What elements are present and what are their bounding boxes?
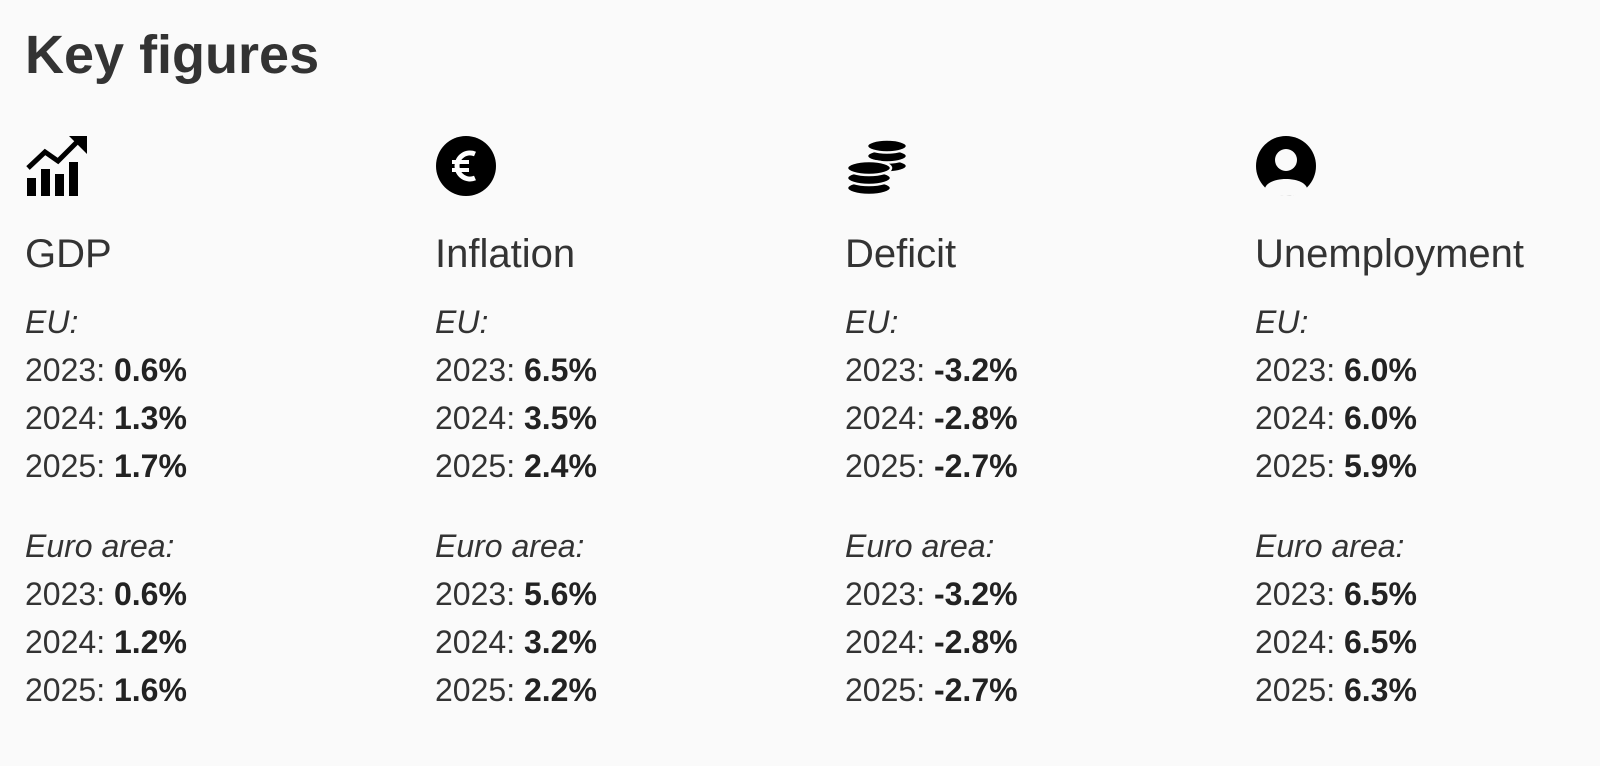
figure-row: 2023: -3.2% [845,346,1245,394]
row-value: 3.5% [523,400,597,436]
growth-chart-icon [25,134,89,198]
figure-row: 2024: 3.5% [435,394,835,442]
group-label: EU: [845,304,899,340]
group-label: Euro area: [25,528,175,564]
row-value: 5.9% [1343,448,1417,484]
row-value: 2.4% [523,448,597,484]
figure-row: 2025: -2.7% [845,666,1245,714]
figure-row: 2023: 0.6% [25,570,425,618]
euro-area-group: Euro area: 2023: -3.2% 2024: -2.8% 2025:… [845,522,1245,714]
row-year: 2025: [845,672,926,708]
figure-row: 2023: 6.5% [1255,570,1600,618]
page-title: Key figures [25,25,320,85]
row-year: 2023: [435,576,516,612]
row-year: 2023: [1255,576,1336,612]
figure-row: 2023: 6.0% [1255,346,1600,394]
row-year: 2023: [1255,352,1336,388]
figure-row: 2024: -2.8% [845,618,1245,666]
row-value: -2.7% [933,448,1018,484]
row-year: 2024: [435,624,516,660]
row-year: 2024: [845,400,926,436]
user-circle-icon [1255,134,1319,198]
row-year: 2024: [25,624,106,660]
row-value: 6.0% [1343,400,1417,436]
figure-row: 2024: 6.5% [1255,618,1600,666]
figure-row: 2024: 1.2% [25,618,425,666]
eu-group: EU: 2023: 0.6% 2024: 1.3% 2025: 1.7% [25,298,425,490]
row-year: 2025: [25,672,106,708]
row-year: 2023: [845,576,926,612]
figures-grid: GDP EU: 2023: 0.6% 2024: 1.3% 2025: 1.7%… [25,134,1595,734]
row-year: 2025: [435,672,516,708]
euro-area-group: Euro area: 2023: 6.5% 2024: 6.5% 2025: 6… [1255,522,1600,714]
figure-row: 2024: 3.2% [435,618,835,666]
figure-title: GDP [25,232,112,276]
row-value: 0.6% [113,576,187,612]
figure-row: 2024: 1.3% [25,394,425,442]
euro-coin-icon [435,134,499,198]
coins-stack-icon [845,134,909,198]
figure-row: 2023: 5.6% [435,570,835,618]
row-value: -3.2% [933,576,1018,612]
figure-title: Inflation [435,232,576,276]
row-value: 1.7% [113,448,187,484]
group-label: EU: [25,304,79,340]
row-year: 2024: [845,624,926,660]
figure-title: Deficit [845,232,957,276]
figure-row: 2023: 0.6% [25,346,425,394]
row-value: 1.3% [113,400,187,436]
row-value: 1.6% [113,672,187,708]
figure-row: 2025: 1.7% [25,442,425,490]
row-value: 6.5% [1343,576,1417,612]
row-year: 2025: [25,448,106,484]
figure-row: 2024: -2.8% [845,394,1245,442]
figure-row: 2025: 2.4% [435,442,835,490]
group-label: Euro area: [1255,528,1405,564]
group-label: EU: [435,304,489,340]
row-value: -2.8% [933,400,1018,436]
figure-title: Unemployment [1255,232,1525,276]
row-year: 2024: [435,400,516,436]
row-value: 2.2% [523,672,597,708]
group-label: EU: [1255,304,1309,340]
row-year: 2023: [25,352,106,388]
euro-area-group: Euro area: 2023: 0.6% 2024: 1.2% 2025: 1… [25,522,425,714]
row-year: 2025: [845,448,926,484]
row-value: 6.5% [523,352,597,388]
row-value: 1.2% [113,624,187,660]
row-year: 2023: [25,576,106,612]
figure-row: 2025: 6.3% [1255,666,1600,714]
eu-group: EU: 2023: 6.0% 2024: 6.0% 2025: 5.9% [1255,298,1600,490]
row-year: 2024: [1255,400,1336,436]
row-year: 2024: [25,400,106,436]
row-value: 3.2% [523,624,597,660]
row-value: 6.5% [1343,624,1417,660]
figure-row: 2025: -2.7% [845,442,1245,490]
row-year: 2023: [845,352,926,388]
row-value: 5.6% [523,576,597,612]
group-label: Euro area: [435,528,585,564]
row-year: 2025: [1255,672,1336,708]
row-year: 2025: [1255,448,1336,484]
figure-row: 2024: 6.0% [1255,394,1600,442]
figure-row: 2025: 2.2% [435,666,835,714]
figure-row: 2023: -3.2% [845,570,1245,618]
figure-row: 2025: 5.9% [1255,442,1600,490]
row-value: 0.6% [113,352,187,388]
eu-group: EU: 2023: 6.5% 2024: 3.5% 2025: 2.4% [435,298,835,490]
group-label: Euro area: [845,528,995,564]
row-value: -2.8% [933,624,1018,660]
row-year: 2023: [435,352,516,388]
figure-row: 2025: 1.6% [25,666,425,714]
row-value: 6.3% [1343,672,1417,708]
row-value: 6.0% [1343,352,1417,388]
euro-area-group: Euro area: 2023: 5.6% 2024: 3.2% 2025: 2… [435,522,835,714]
row-value: -3.2% [933,352,1018,388]
figure-row: 2023: 6.5% [435,346,835,394]
row-year: 2025: [435,448,516,484]
row-year: 2024: [1255,624,1336,660]
row-value: -2.7% [933,672,1018,708]
eu-group: EU: 2023: -3.2% 2024: -2.8% 2025: -2.7% [845,298,1245,490]
